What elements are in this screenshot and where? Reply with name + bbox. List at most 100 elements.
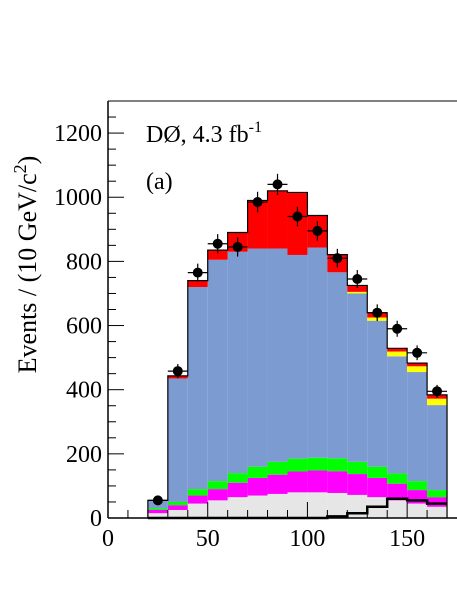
data-point-marker	[392, 323, 403, 334]
bar-magenta-bin-90	[287, 471, 308, 493]
bar-gray-bin-80	[267, 493, 288, 518]
data-point-marker	[272, 179, 283, 190]
bar-green-bin-130	[367, 466, 388, 478]
bar-magenta-bin-160	[427, 497, 448, 507]
bar-yellow-bin-150	[407, 366, 428, 373]
bar-green-bin-150	[407, 481, 428, 491]
data-point-marker	[172, 366, 183, 377]
x-tick-label: 150	[389, 526, 425, 552]
bar-magenta-bin-80	[267, 474, 288, 494]
bar-green-bin-100	[307, 457, 328, 471]
axis-layer: 0 200 400 600 800 1000 1200 0 50 100 150	[54, 100, 457, 552]
bar-red-bin-150	[407, 363, 428, 367]
data-point-group	[327, 248, 348, 268]
bar-gray-bin-20	[147, 513, 168, 518]
bar-magenta-bin-70	[247, 477, 268, 496]
bar-green-bin-80	[267, 461, 288, 475]
bar-green-bin-40	[187, 489, 208, 496]
bar-magenta-bin-30	[167, 505, 188, 510]
bar-gray-bin-90	[287, 492, 308, 518]
y-axis-title-main: Events / (10 GeV/c	[13, 173, 42, 373]
annotation-main-text: DØ, 4.3 fb	[146, 122, 249, 148]
y-tick-label: 800	[66, 249, 102, 275]
y-tick-label: 600	[66, 314, 102, 340]
bar-blue-bin-40	[187, 287, 208, 490]
data-point-marker	[252, 197, 263, 208]
panel-label: (a)	[146, 169, 173, 195]
stack-total-outline	[147, 190, 448, 518]
bar-green-bin-110	[327, 458, 348, 472]
bar-red-bin-80	[267, 190, 288, 249]
data-point-group	[407, 345, 428, 361]
bar-blue-bin-60	[227, 251, 248, 474]
bar-magenta-bin-130	[367, 477, 388, 498]
data-point-marker	[152, 495, 163, 506]
bar-red-bin-120	[347, 285, 368, 292]
bar-gray-bin-70	[247, 495, 268, 518]
bar-green-bin-50	[207, 481, 228, 490]
bar-blue-bin-120	[347, 293, 368, 462]
bar-blue-bin-130	[367, 320, 388, 467]
bar-yellow-bin-140	[387, 351, 408, 357]
bar-magenta-bin-140	[387, 483, 408, 501]
y-tick-label: 400	[66, 378, 102, 404]
y-tick-label: 0	[90, 506, 102, 532]
bar-blue-bin-110	[327, 272, 348, 459]
bar-green-bin-30	[167, 501, 188, 506]
data-point-group	[427, 384, 448, 398]
bar-magenta-bin-110	[327, 471, 348, 493]
data-point-marker	[312, 225, 323, 236]
bar-blue-bin-90	[287, 254, 308, 459]
data-point-marker	[412, 347, 423, 358]
bar-blue-bin-50	[207, 259, 228, 482]
bar-green-bin-140	[387, 473, 408, 484]
data-points-layer	[147, 173, 448, 506]
bar-blue-bin-30	[167, 378, 188, 502]
y-axis-title-end: )	[13, 156, 42, 165]
bar-magenta-bin-40	[187, 495, 208, 504]
x-tick-label: 0	[102, 526, 114, 552]
luminosity-annotation: DØ, 4.3 fb-1	[146, 119, 262, 148]
bar-green-bin-160	[427, 490, 448, 498]
data-point-group	[207, 234, 228, 254]
x-tick-label: 100	[289, 526, 325, 552]
bar-magenta-bin-20	[147, 509, 168, 514]
annotation-superscript: -1	[249, 119, 262, 136]
data-point-marker	[232, 241, 243, 252]
data-point-marker	[352, 274, 363, 285]
bar-gray-bin-160	[427, 506, 448, 518]
bar-gray-bin-60	[227, 497, 248, 518]
series-magenta	[147, 470, 448, 514]
bar-yellow-bin-160	[427, 398, 448, 406]
bar-gray-bin-110	[327, 492, 348, 518]
data-point-group	[167, 364, 188, 379]
bar-gray-bin-50	[207, 500, 228, 518]
bar-magenta-bin-100	[307, 470, 328, 493]
bar-magenta-bin-120	[347, 474, 368, 495]
data-point-group	[187, 263, 208, 282]
bar-gray-bin-40	[187, 503, 208, 518]
data-point-group	[387, 320, 408, 337]
data-point-group	[147, 495, 168, 506]
bar-blue-bin-80	[267, 248, 288, 462]
bar-red-bin-40	[187, 280, 208, 288]
data-point-group	[267, 173, 288, 195]
data-point-group	[247, 191, 268, 213]
y-tick-label: 200	[66, 442, 102, 468]
bar-gray-bin-120	[347, 494, 368, 518]
data-point-group	[347, 270, 368, 289]
bar-green-bin-60	[227, 473, 248, 483]
bar-red-bin-50	[207, 250, 228, 260]
bar-green-bin-20	[147, 508, 168, 510]
bar-gray-bin-140	[387, 500, 408, 518]
data-point-marker	[192, 267, 203, 278]
bar-gray-bin-150	[407, 503, 428, 518]
data-point-marker	[372, 307, 383, 318]
data-point-marker	[432, 386, 443, 397]
y-tick-label: 1200	[54, 121, 102, 147]
bar-green-bin-90	[287, 458, 308, 472]
bar-red-bin-70	[247, 200, 268, 249]
bar-green-bin-120	[347, 461, 368, 475]
